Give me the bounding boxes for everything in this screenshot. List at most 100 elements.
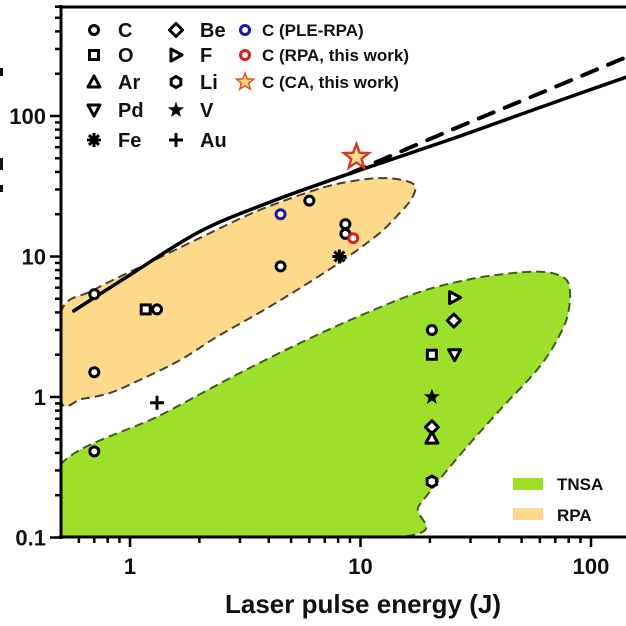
data-point-c-ca-this-work- <box>340 140 373 171</box>
legend-item-c-ple-rpa: C (PLE-RPA) <box>239 21 364 40</box>
data-point-c <box>303 194 316 207</box>
legend-label: Li <box>200 72 218 94</box>
legend-label: Au <box>200 130 227 152</box>
data-point-c <box>88 366 101 379</box>
legend-label: O <box>118 45 134 67</box>
square-icon <box>88 49 100 61</box>
triangle-down-icon <box>86 103 102 118</box>
data-point-o <box>139 303 152 316</box>
legend-item-v: V <box>167 100 214 122</box>
y-axis-title-fragment <box>0 185 3 192</box>
legend-label: Be <box>200 20 226 42</box>
data-point-c <box>339 218 352 231</box>
legend-label: C (CA, this work) <box>262 73 399 92</box>
data-point-c-rpa-this-work- <box>347 232 360 245</box>
legend-label: C (PLE-RPA) <box>262 21 364 40</box>
circle-marker <box>274 208 287 221</box>
regions-layer <box>61 177 572 537</box>
circle-marker <box>88 366 101 379</box>
circle-icon <box>88 24 100 36</box>
legend-item-li: Li <box>169 72 218 94</box>
triangle-down-marker <box>447 348 463 363</box>
data-point-li <box>425 474 439 489</box>
star-open-marker <box>340 140 373 171</box>
x-tick-label-1: 1 <box>124 554 136 579</box>
legend-label: Fe <box>118 130 141 152</box>
circle-icon <box>239 49 251 61</box>
circle-marker <box>88 445 101 458</box>
diamond-marker <box>445 312 462 329</box>
data-point-v <box>423 388 440 404</box>
data-point-c <box>151 303 164 316</box>
data-point-c <box>88 445 101 458</box>
legend-item-o: O <box>88 45 134 67</box>
square-marker <box>139 303 152 316</box>
legend-swatch-rpa <box>513 508 543 520</box>
y-tick-label-10: 10 <box>22 245 46 270</box>
region-tnsa <box>61 270 572 537</box>
asterisk-marker-stroke <box>333 250 346 263</box>
circle-marker <box>347 232 360 245</box>
triangle-up-icon <box>86 74 102 89</box>
legend-label: Ar <box>118 72 140 94</box>
legend-markers: CO Ar Pd Fe Be F Li V Au C (PLE-RPA) C (RPA, this … <box>86 20 409 152</box>
asterisk-icon-stroke <box>87 133 101 147</box>
lines-layer <box>71 55 626 313</box>
legend-swatch-tnsa <box>513 478 543 490</box>
y-tick-label-1: 1 <box>34 385 46 410</box>
legend-item-au: Au <box>169 130 227 152</box>
data-point-be <box>445 312 462 329</box>
square-marker <box>425 348 438 361</box>
data-point-fe <box>332 249 347 264</box>
star-open-icon <box>234 70 256 92</box>
region-rpa <box>61 177 417 408</box>
y-axis-title-fragment <box>0 158 3 170</box>
legend-label-tnsa: TNSA <box>557 475 603 494</box>
circle-marker <box>88 288 101 301</box>
x-tick-label-10: 10 <box>348 554 372 579</box>
legend-label-rpa: RPA <box>557 506 592 525</box>
legend-item-fe: Fe <box>87 130 141 152</box>
legend-label: F <box>200 45 212 67</box>
data-point-f <box>448 290 463 306</box>
data-point-o <box>425 348 438 361</box>
data-point-c <box>425 323 438 336</box>
triangle-right-marker <box>448 290 463 306</box>
legend-item-c-rpa-this-work: C (RPA, this work) <box>239 46 409 65</box>
triangle-right-icon <box>169 47 184 63</box>
data-point-c <box>274 260 287 273</box>
ticks-layer <box>50 5 593 547</box>
region-legend: TNSA RPA <box>513 475 603 525</box>
legend-label: Pd <box>118 100 144 122</box>
legend-label: C (RPA, this work) <box>262 46 409 65</box>
circle-marker <box>274 260 287 273</box>
data-point-c <box>88 288 101 301</box>
diamond-icon <box>168 22 184 38</box>
y-tick-label-100: 100 <box>9 104 46 129</box>
triangle-up-marker <box>424 430 440 445</box>
data-point-c-ple-rpa- <box>274 208 287 221</box>
circle-marker <box>339 218 352 231</box>
data-point-ar <box>424 430 440 445</box>
legend-item-be: Be <box>168 20 226 42</box>
points-layer <box>88 140 463 489</box>
y-axis-title-fragment <box>0 68 3 76</box>
data-point-pd <box>447 348 463 363</box>
legend-label: V <box>200 100 214 122</box>
legend-item-pd: Pd <box>86 100 144 122</box>
x-tick-label-100: 100 <box>573 554 610 579</box>
x-axis-title: Laser pulse energy (J) <box>225 589 501 619</box>
line-scaling-solid <box>71 75 626 313</box>
legend-item-ar: Ar <box>86 72 140 94</box>
hexagon-marker <box>425 474 439 489</box>
legend-item-f: F <box>169 45 212 67</box>
legend-item-c: C <box>88 20 132 42</box>
legend-label: C <box>118 20 132 42</box>
circle-marker <box>303 194 316 207</box>
circle-icon <box>239 24 251 36</box>
circle-marker <box>151 303 164 316</box>
legend-item-c-ca-this-work: C (CA, this work) <box>234 70 399 92</box>
star-filled-icon <box>167 101 185 117</box>
star-filled-marker <box>423 388 440 404</box>
